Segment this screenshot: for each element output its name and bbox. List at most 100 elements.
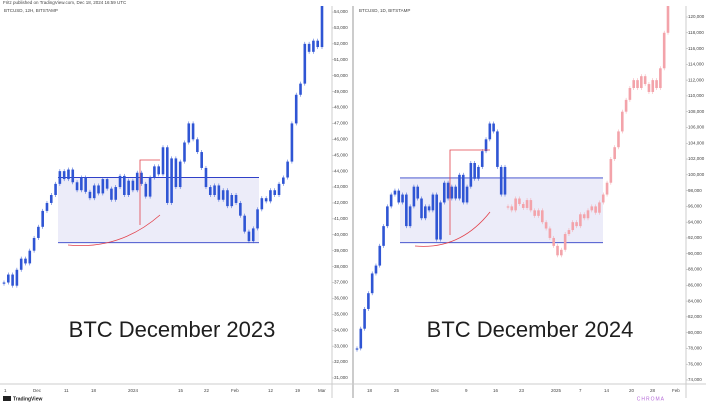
y-tick-label: 118,000 — [688, 30, 704, 35]
header: Fritz published on TradingView.com, Dec … — [3, 0, 127, 5]
candle — [647, 84, 651, 92]
y-tick-label: 88,000 — [688, 267, 702, 272]
candle — [533, 210, 536, 216]
candle — [556, 245, 559, 256]
candle — [469, 162, 473, 187]
candle — [239, 202, 242, 216]
candle — [424, 206, 427, 219]
y-tick-label: 82,000 — [688, 314, 702, 319]
x-label: 23 — [519, 388, 525, 393]
candle — [178, 161, 182, 188]
candle — [273, 190, 277, 195]
candle — [510, 206, 514, 211]
candle — [548, 228, 552, 238]
candle — [408, 206, 412, 227]
y-tick-label: 74,000 — [688, 377, 702, 382]
candle — [62, 171, 66, 180]
candle — [312, 40, 315, 52]
plot — [2, 6, 324, 288]
candle — [571, 222, 575, 231]
candle — [446, 182, 450, 199]
brand: CHROMA — [637, 396, 665, 402]
y-tick-label: 38,000 — [334, 264, 348, 269]
caption: BTC December 2023 — [69, 317, 276, 342]
candle — [624, 99, 628, 112]
candle — [299, 83, 302, 95]
candle — [412, 186, 416, 207]
candle — [256, 209, 259, 229]
candle — [582, 214, 586, 219]
candle — [2, 282, 6, 284]
candle — [363, 308, 366, 329]
candle — [427, 206, 431, 211]
candle — [226, 190, 229, 207]
candle — [230, 195, 234, 207]
candle — [552, 237, 556, 246]
symbol: BTCUSD, 1D, BITSTAMP — [359, 8, 410, 13]
logo: TradingView — [13, 396, 42, 402]
x-label: 18 — [367, 388, 373, 393]
candle — [174, 158, 178, 188]
y-tick-label: 51,000 — [334, 57, 348, 62]
y-tick-label: 102,000 — [688, 156, 705, 161]
y-tick-label: 53,000 — [334, 25, 348, 30]
candle — [32, 237, 36, 251]
y-tick-label: 94,000 — [688, 219, 702, 224]
candle — [221, 190, 225, 200]
candle — [586, 210, 590, 219]
y-tick-label: 112,000 — [688, 77, 704, 82]
y-tick-label: 114,000 — [688, 62, 704, 67]
candle — [465, 186, 469, 203]
candle — [264, 198, 268, 202]
y-tick-label: 108,000 — [688, 109, 705, 114]
candle — [277, 183, 281, 195]
y-tick-label: 76,000 — [688, 361, 702, 366]
y-tick-label: 90,000 — [688, 251, 702, 256]
candle — [208, 187, 212, 195]
candle — [320, 6, 324, 48]
candle — [359, 328, 363, 349]
x-label: 2024 — [128, 388, 139, 393]
candle — [28, 250, 32, 264]
candle — [431, 194, 435, 211]
candle — [67, 169, 70, 180]
candle — [148, 177, 152, 197]
x-label: 14 — [604, 388, 610, 393]
candle — [374, 265, 378, 274]
candle — [105, 179, 109, 189]
candle — [628, 88, 632, 100]
y-tick-label: 47,000 — [334, 121, 348, 126]
y-tick-label: 41,000 — [334, 216, 348, 221]
candle — [484, 139, 488, 152]
candle — [92, 185, 96, 199]
candle — [41, 210, 44, 227]
candle — [75, 182, 79, 191]
x-label: Mar — [318, 388, 326, 393]
candle — [594, 206, 597, 213]
candle — [191, 123, 195, 140]
candle — [15, 269, 19, 286]
candle — [514, 198, 517, 211]
candle — [144, 183, 148, 197]
y-tick-label: 116,000 — [688, 46, 704, 51]
candle — [473, 162, 476, 179]
candle — [183, 142, 186, 162]
range-box — [58, 177, 259, 243]
y-tick-label: 110,000 — [688, 93, 704, 98]
y-tick-label: 42,000 — [334, 200, 348, 205]
candle — [609, 159, 613, 183]
candle — [620, 111, 624, 132]
candle — [11, 274, 14, 286]
y-tick-label: 49,000 — [334, 89, 348, 94]
y-tick-label: 31,000 — [334, 375, 348, 380]
candle — [416, 186, 420, 199]
candle — [540, 210, 544, 223]
candle — [157, 166, 161, 175]
candle — [605, 182, 609, 195]
y-tick-label: 40,000 — [334, 232, 348, 237]
candle — [234, 195, 238, 203]
candle — [401, 194, 404, 203]
candle — [49, 195, 53, 203]
candle — [439, 202, 442, 240]
caption: BTC December 2024 — [427, 317, 634, 342]
